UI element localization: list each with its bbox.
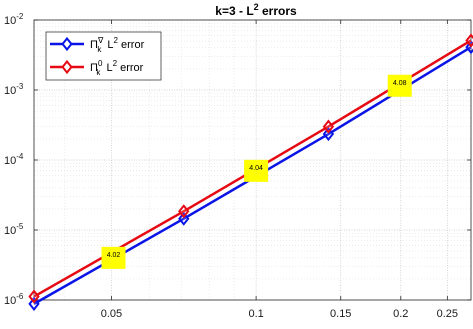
x-tick-label: 0.1	[248, 308, 263, 320]
slope-annotation-label: 4.04	[249, 165, 263, 172]
legend-label-series-2: Π0 k L2 error	[90, 59, 144, 77]
x-tick-label: 0.25	[437, 308, 458, 320]
series-2-point	[28, 289, 40, 304]
legend-marker-series-2	[61, 59, 73, 75]
y-tick-label: 10-5	[4, 222, 24, 237]
series-2-point	[465, 33, 473, 48]
y-tick-label: 10-4	[4, 152, 24, 167]
series-2-point	[322, 119, 335, 134]
x-tick-label: 0.2	[393, 308, 408, 320]
series-2-point	[178, 204, 190, 219]
y-tick-label: 10-3	[4, 82, 24, 97]
chart-title-superscript: 2	[254, 2, 259, 12]
slope-annotation-box	[387, 74, 412, 97]
y-tick-label: 10-6	[4, 292, 24, 307]
series-1-point	[28, 296, 40, 311]
legend-label-series-1: Π∇ k L2 error	[90, 36, 145, 54]
series-1-point	[322, 126, 335, 142]
tick-labels: 0.05 0.1 0.15 0.2 0.25 10-6 10-5 10-4 10-3 10-2	[4, 12, 458, 320]
chart-title-tail: errors	[259, 4, 297, 18]
slope-annotation-label: 4.08	[393, 80, 407, 87]
slope-annotation-label: 4.02	[107, 252, 121, 259]
chart-title: k=3 - L2 errors	[215, 2, 297, 18]
y-tick-label: 10-2	[4, 12, 24, 27]
slope-annotation-box	[101, 246, 126, 269]
axes	[33, 19, 472, 301]
legend-marker-series-1	[61, 36, 73, 52]
x-tick-label: 0.15	[330, 308, 351, 320]
legend: Π∇ k L2 error Π0 k L2 error	[45, 31, 162, 81]
annotation-group: 4.02 4.04 4.08	[101, 74, 412, 269]
series-1-point	[178, 211, 190, 226]
slope-annotation-box	[244, 159, 269, 182]
x-tick-label: 0.05	[101, 308, 122, 320]
